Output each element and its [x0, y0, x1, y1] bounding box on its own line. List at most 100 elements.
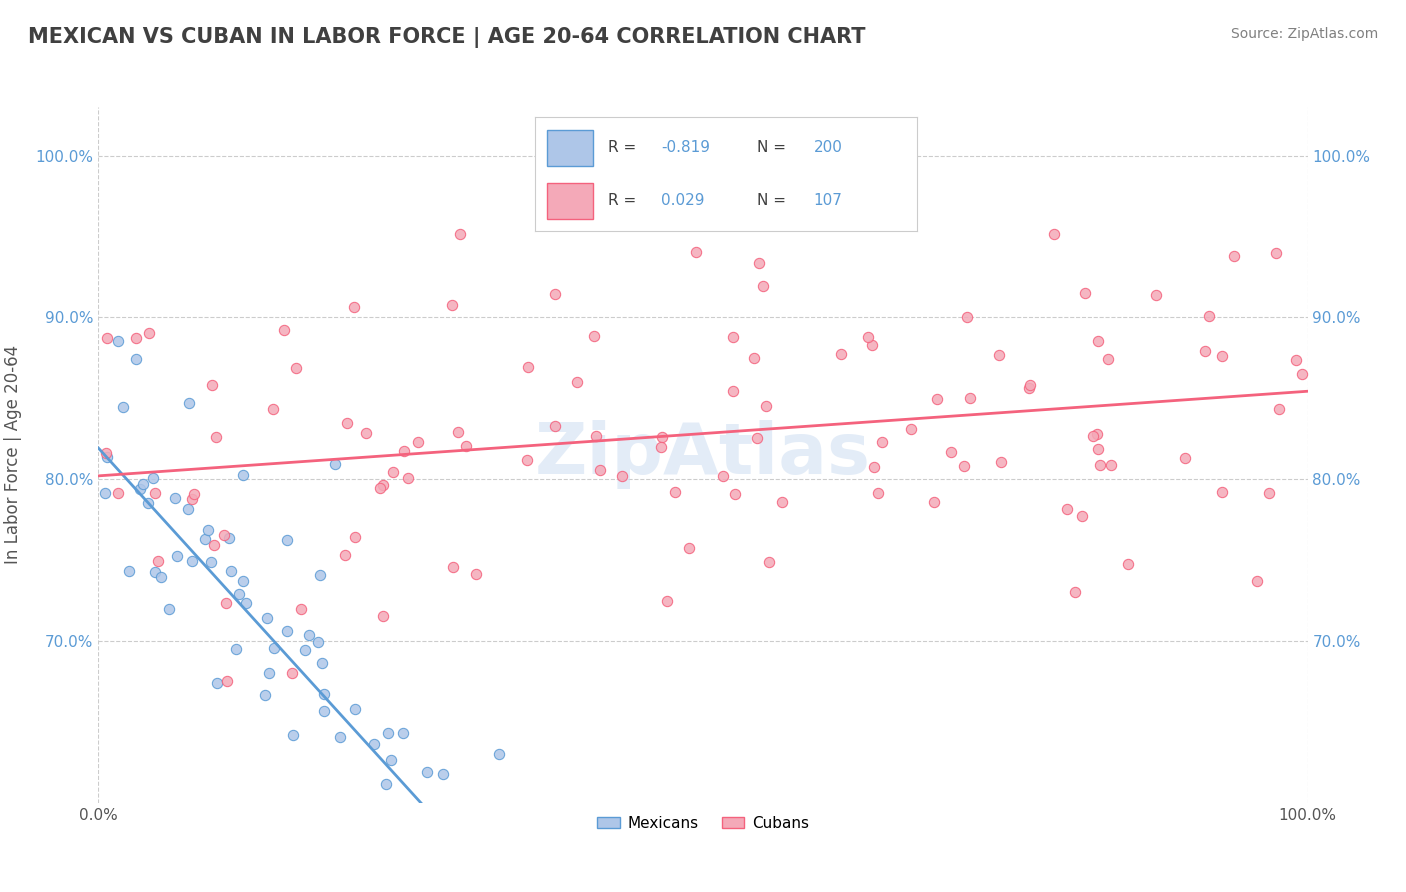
- Cubans: [281, 665, 304, 680]
- Mexicans: [356, 822, 378, 837]
- Mexicans: [177, 396, 200, 410]
- Cubans: [941, 445, 963, 459]
- Cubans: [770, 495, 793, 509]
- Mexicans: [276, 533, 298, 548]
- Mexicans: [298, 627, 321, 641]
- Cubans: [1198, 309, 1220, 323]
- Mexicans: [257, 666, 280, 681]
- Cubans: [181, 491, 204, 506]
- Cubans: [392, 444, 415, 458]
- Mexicans: [232, 468, 254, 483]
- Cubans: [440, 298, 463, 312]
- Cubans: [284, 361, 307, 376]
- Mexicans: [475, 852, 498, 866]
- Mexicans: [165, 491, 187, 505]
- Cubans: [583, 328, 606, 343]
- Cubans: [585, 429, 607, 443]
- Cubans: [202, 538, 225, 552]
- Cubans: [1291, 367, 1313, 381]
- Cubans: [262, 402, 284, 417]
- Mexicans: [478, 838, 501, 852]
- Cubans: [544, 287, 567, 301]
- Mexicans: [194, 532, 217, 546]
- Mexicans: [311, 657, 333, 671]
- Mexicans: [263, 641, 285, 656]
- Mexicans: [481, 867, 503, 881]
- Cubans: [371, 608, 394, 623]
- Bar: [547, 130, 592, 166]
- Mexicans: [456, 867, 478, 881]
- Mexicans: [180, 554, 202, 568]
- Mexicans: [401, 848, 423, 863]
- Y-axis label: In Labor Force | Age 20-64: In Labor Force | Age 20-64: [4, 345, 21, 565]
- Mexicans: [427, 871, 450, 885]
- Mexicans: [464, 857, 486, 871]
- Cubans: [664, 484, 686, 499]
- Mexicans: [361, 827, 384, 841]
- Cubans: [1265, 245, 1288, 260]
- Mexicans: [132, 476, 155, 491]
- Mexicans: [118, 564, 141, 578]
- Cubans: [1056, 502, 1078, 516]
- Cubans: [333, 548, 356, 562]
- Mexicans: [328, 816, 350, 830]
- Cubans: [927, 392, 949, 407]
- Mexicans: [329, 730, 352, 744]
- Cubans: [143, 486, 166, 500]
- Cubans: [138, 326, 160, 340]
- Cubans: [125, 331, 148, 345]
- Mexicans: [276, 624, 298, 638]
- Cubans: [870, 434, 893, 449]
- Mexicans: [312, 687, 335, 701]
- Cubans: [862, 338, 884, 352]
- Mexicans: [228, 587, 250, 601]
- Text: N =: N =: [756, 140, 790, 155]
- Mexicans: [374, 777, 396, 791]
- Mexicans: [256, 610, 278, 624]
- Cubans: [215, 596, 238, 610]
- Cubans: [1194, 344, 1216, 359]
- Cubans: [721, 330, 744, 344]
- Mexicans: [399, 843, 422, 857]
- Cubans: [745, 431, 768, 445]
- Cubans: [1116, 557, 1139, 571]
- Mexicans: [309, 567, 332, 582]
- Mexicans: [392, 726, 415, 740]
- Mexicans: [325, 457, 347, 471]
- Cubans: [217, 673, 239, 688]
- Mexicans: [425, 854, 447, 868]
- Text: N =: N =: [756, 193, 790, 208]
- Cubans: [454, 438, 477, 452]
- Mexicans: [112, 400, 135, 414]
- Cubans: [678, 541, 700, 556]
- Cubans: [1018, 380, 1040, 394]
- Cubans: [1285, 352, 1308, 367]
- Cubans: [1088, 458, 1111, 472]
- Cubans: [204, 430, 226, 444]
- Cubans: [96, 331, 118, 345]
- Cubans: [685, 244, 707, 259]
- Cubans: [724, 487, 747, 501]
- Mexicans: [530, 880, 553, 892]
- Mexicans: [166, 549, 188, 563]
- Cubans: [565, 375, 588, 389]
- Cubans: [1097, 352, 1119, 367]
- Cubans: [1211, 349, 1233, 363]
- Cubans: [987, 348, 1010, 362]
- Mexicans: [177, 501, 200, 516]
- Legend: Mexicans, Cubans: Mexicans, Cubans: [591, 810, 815, 837]
- Cubans: [107, 486, 129, 500]
- Cubans: [1070, 509, 1092, 524]
- Mexicans: [136, 496, 159, 510]
- Cubans: [212, 527, 235, 541]
- Cubans: [1268, 402, 1291, 417]
- Mexicans: [344, 702, 367, 716]
- Mexicans: [221, 564, 243, 578]
- Mexicans: [432, 767, 454, 781]
- Cubans: [1085, 427, 1108, 442]
- Cubans: [336, 417, 359, 431]
- Cubans: [922, 494, 945, 508]
- Cubans: [751, 278, 773, 293]
- Mexicans: [377, 725, 399, 739]
- Cubans: [396, 471, 419, 485]
